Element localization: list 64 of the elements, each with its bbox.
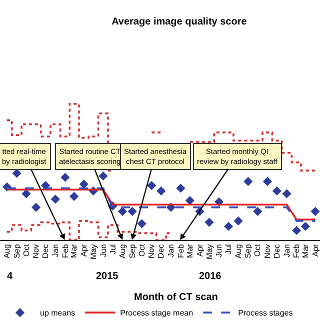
point <box>137 219 146 228</box>
point <box>70 192 79 201</box>
x-tick-label: Jan <box>282 244 292 258</box>
x-tick-label: Dec <box>156 244 166 258</box>
point <box>224 222 234 231</box>
point <box>300 222 310 231</box>
x-tick-label: Feb <box>292 244 302 258</box>
legend-label: Process stages <box>238 308 293 318</box>
point <box>60 172 70 182</box>
chart-title: Average image quality score <box>112 16 248 28</box>
x-tick-label: Dec <box>272 244 282 258</box>
x-tick-label: Nov <box>32 244 41 258</box>
point <box>32 202 41 212</box>
x-tick-label: Mar <box>70 244 79 258</box>
x-tick-label: Dec <box>41 244 50 258</box>
x-tick-label: Jan <box>50 244 60 258</box>
point <box>176 184 186 193</box>
legend-label: up means <box>40 308 76 318</box>
point <box>128 206 137 216</box>
text: 2016 <box>199 271 222 282</box>
x-tick-label: Sep <box>12 244 22 258</box>
point <box>253 206 262 216</box>
text: 2015 <box>96 271 119 282</box>
x-tick-label: Jul <box>108 244 118 254</box>
x-tick-label: Feb <box>60 244 70 258</box>
x-tick-label: Oct <box>22 243 31 257</box>
x-tick-label: Feb <box>176 244 186 258</box>
point <box>185 196 194 206</box>
x-tick-label: Jun <box>214 244 224 258</box>
point <box>118 206 128 216</box>
x-tick-label: Jun <box>98 244 108 258</box>
x-axis-title: Month of CT scan <box>134 292 218 303</box>
point <box>310 206 320 216</box>
x-tick-label: Jul <box>224 244 234 254</box>
point <box>147 180 156 190</box>
x-tick-label: Aug <box>234 244 243 258</box>
x-tick-label: Apr <box>79 244 88 257</box>
x-tick-label: May <box>88 244 98 260</box>
point <box>50 194 60 204</box>
x-tick-label: May <box>204 244 214 260</box>
legend-label: Process stage mean <box>120 308 194 318</box>
point <box>282 189 292 198</box>
x-tick-label: Aug <box>2 244 12 258</box>
point <box>272 186 282 196</box>
x-tick-label: Oct <box>253 243 262 257</box>
point <box>156 186 166 196</box>
point <box>234 216 243 226</box>
x-tick-label: Mar <box>301 244 310 258</box>
x-tick-label: Apr <box>195 244 204 257</box>
x-tick-label: Nov <box>263 244 272 258</box>
x-tick-label: Jan <box>166 244 176 258</box>
point <box>244 176 253 186</box>
x-tick-label: Aug <box>118 244 128 258</box>
x-tick-label: Oct <box>137 243 146 257</box>
x-tick-label: Nov <box>147 244 156 258</box>
point <box>262 176 272 186</box>
point <box>98 171 108 181</box>
x-tick-label: Mar <box>186 244 195 258</box>
point <box>204 218 214 227</box>
x-tick-label: Sep <box>244 244 253 258</box>
point <box>292 226 302 236</box>
text: 4 <box>7 271 13 282</box>
x-tick-label: Apr <box>310 244 320 257</box>
x-tick-label: Sep <box>128 244 137 258</box>
